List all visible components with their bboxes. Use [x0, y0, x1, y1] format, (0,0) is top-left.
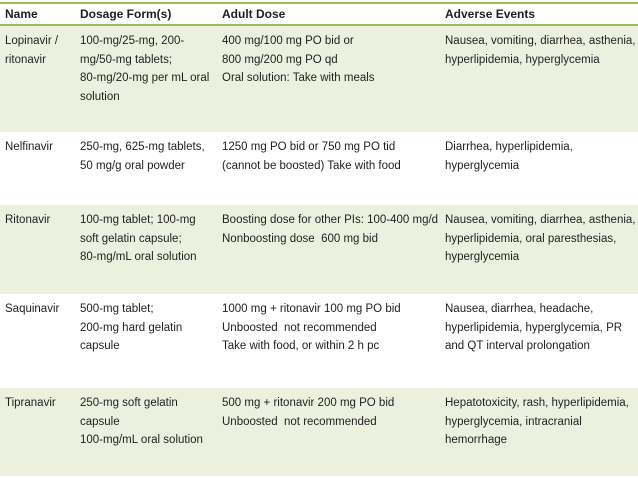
- cell-line: 1250 mg PO bid or 750 mg PO tid: [222, 141, 396, 153]
- cell-line: solution: [80, 90, 120, 103]
- cell-line: hyperglycemia: [445, 159, 520, 172]
- cell-line: 400 mg/100 mg PO bid or: [222, 35, 354, 47]
- column-header-adult-dose: Adult Dose: [217, 2, 440, 26]
- cell-line: Nausea, vomiting, diarrhea, asthenia,: [445, 214, 636, 226]
- cell-adult-dose: Boosting dose for other PIs: 100-400 mg/…: [217, 205, 440, 294]
- cell-line: Tipranavir: [5, 397, 56, 409]
- cell-adult-dose: 1000 mg + ritonavir 100 mg PO bid Unboost…: [217, 294, 440, 388]
- cell-line: Oral solution: Take with meals: [222, 72, 375, 84]
- cell-line: 50 mg/g oral powder: [80, 159, 185, 172]
- cell-line: Diarrhea, hyperlipidemia,: [445, 141, 573, 153]
- cell-line: Unboosted not recommended: [222, 415, 377, 428]
- cell-line: 1000 mg + ritonavir 100 mg PO bid: [222, 303, 401, 315]
- cell-dosage-forms: 100-mg/25-mg, 200- mg/50-mg tablets; 80-mg…: [75, 25, 217, 132]
- cell-line: and QT interval prolongation: [445, 340, 590, 352]
- cell-adverse-events: Nausea, diarrhea, headache, hyperlipidemi…: [440, 294, 638, 388]
- cell-line: Nausea, vomiting, diarrhea, asthenia,: [445, 35, 636, 47]
- cell-line: Lopinavir /: [5, 35, 59, 47]
- cell-adverse-events: Nausea, vomiting, diarrhea, asthenia, hyp…: [440, 25, 638, 132]
- cell-line: soft gelatin capsule;: [80, 232, 182, 245]
- cell-line: 250-mg soft gelatin: [80, 397, 178, 409]
- cell-adult-dose: 1250 mg PO bid or 750 mg PO tid (cannot b…: [217, 132, 440, 205]
- cell-line: hyperlipidemia, hyperglycemia: [445, 53, 600, 66]
- cell-line: hemorrhage: [445, 434, 508, 446]
- cell-name: Lopinavir / ritonavir: [0, 25, 75, 132]
- cell-line: hyperglycemia, intracranial: [445, 415, 582, 428]
- table-row: Nelfinavir 250-mg, 625-mg tablets, 50 mg/g…: [0, 132, 638, 205]
- cell-adverse-events: Nausea, vomiting, diarrhea, asthenia, hyp…: [440, 205, 638, 294]
- cell-line: 200-mg hard gelatin: [80, 321, 183, 334]
- cell-dosage-forms: 500-mg tablet; 200-mg hard gelatin capsule: [75, 294, 217, 388]
- cell-dosage-forms: 250-mg, 625-mg tablets, 50 mg/g oral powd…: [75, 132, 217, 205]
- column-header-adverse-events: Adverse Events: [440, 2, 638, 26]
- cell-line: Unboosted not recommended: [222, 321, 377, 334]
- table-row: Lopinavir / ritonavir 100-mg/25-mg, 200- mg…: [0, 25, 638, 132]
- cell-line: 80-mg/mL oral solution: [80, 251, 197, 263]
- table-header: Name Dosage Form(s) Adult Dose Adverse E…: [0, 2, 638, 26]
- cell-line: 500-mg tablet;: [80, 303, 154, 315]
- column-header-dosage-forms: Dosage Form(s): [75, 2, 217, 26]
- cell-dosage-forms: 100-mg tablet; 100-mg soft gelatin capsul…: [75, 205, 217, 294]
- cell-line: 100-mg tablet; 100-mg: [80, 214, 196, 226]
- cell-line: mg/50-mg tablets;: [80, 53, 173, 66]
- cell-line: 250-mg, 625-mg tablets,: [80, 141, 205, 153]
- cell-line: Hepatotoxicity, rash, hyperlipidemia,: [445, 397, 629, 409]
- cell-line: Nonboosting dose 600 mg bid: [222, 232, 378, 245]
- cell-line: ritonavir: [5, 53, 46, 66]
- table-row: Tipranavir 250-mg soft gelatin capsule 100-…: [0, 388, 638, 476]
- cell-line: 100-mg/25-mg, 200-: [80, 35, 185, 47]
- cell-line: 800 mg/200 mg PO qd: [222, 53, 338, 66]
- cell-line: capsule: [80, 340, 120, 352]
- cell-line: hyperlipidemia, hyperglycemia, PR: [445, 321, 623, 334]
- cell-line: Boosting dose for other PIs: 100-400 mg/…: [222, 214, 439, 226]
- cell-name: Nelfinavir: [0, 132, 75, 205]
- cell-line: capsule: [80, 415, 120, 428]
- cell-line: Take with food, or within 2 h pc: [222, 340, 380, 352]
- cell-line: Ritonavir: [5, 214, 51, 226]
- cell-adult-dose: 500 mg + ritonavir 200 mg PO bid Unbooste…: [217, 388, 440, 476]
- table-row: Saquinavir 500-mg tablet; 200-mg hard gela…: [0, 294, 638, 388]
- cell-name: Saquinavir: [0, 294, 75, 388]
- column-header-name: Name: [0, 2, 75, 26]
- cell-line: 100-mg/mL oral solution: [80, 434, 203, 446]
- cell-name: Tipranavir: [0, 388, 75, 476]
- drug-table-body: Lopinavir / ritonavir 100-mg/25-mg, 200- mg…: [0, 25, 638, 476]
- table-row: Ritonavir 100-mg tablet; 100-mg soft gelat…: [0, 205, 638, 294]
- cell-adverse-events: Hepatotoxicity, rash, hyperlipidemia, hyp…: [440, 388, 638, 476]
- cell-line: Saquinavir: [5, 303, 60, 315]
- cell-line: hyperglycemia: [445, 251, 520, 263]
- cell-dosage-forms: 250-mg soft gelatin capsule 100-mg/mL oral…: [75, 388, 217, 476]
- cell-name: Ritonavir: [0, 205, 75, 294]
- header-row: Name Dosage Form(s) Adult Dose Adverse E…: [0, 2, 638, 26]
- cell-adult-dose: 400 mg/100 mg PO bid or 800 mg/200 mg PO …: [217, 25, 440, 132]
- cell-line: hyperlipidemia, oral paresthesias,: [445, 232, 617, 245]
- cell-line: 500 mg + ritonavir 200 mg PO bid: [222, 397, 395, 409]
- cell-line: Nausea, diarrhea, headache,: [445, 303, 594, 315]
- cell-line: (cannot be boosted) Take with food: [222, 159, 401, 172]
- cell-adverse-events: Diarrhea, hyperlipidemia, hyperglycemia: [440, 132, 638, 205]
- cell-line: Nelfinavir: [5, 141, 53, 153]
- cell-line: 80-mg/20-mg per mL oral: [80, 72, 210, 84]
